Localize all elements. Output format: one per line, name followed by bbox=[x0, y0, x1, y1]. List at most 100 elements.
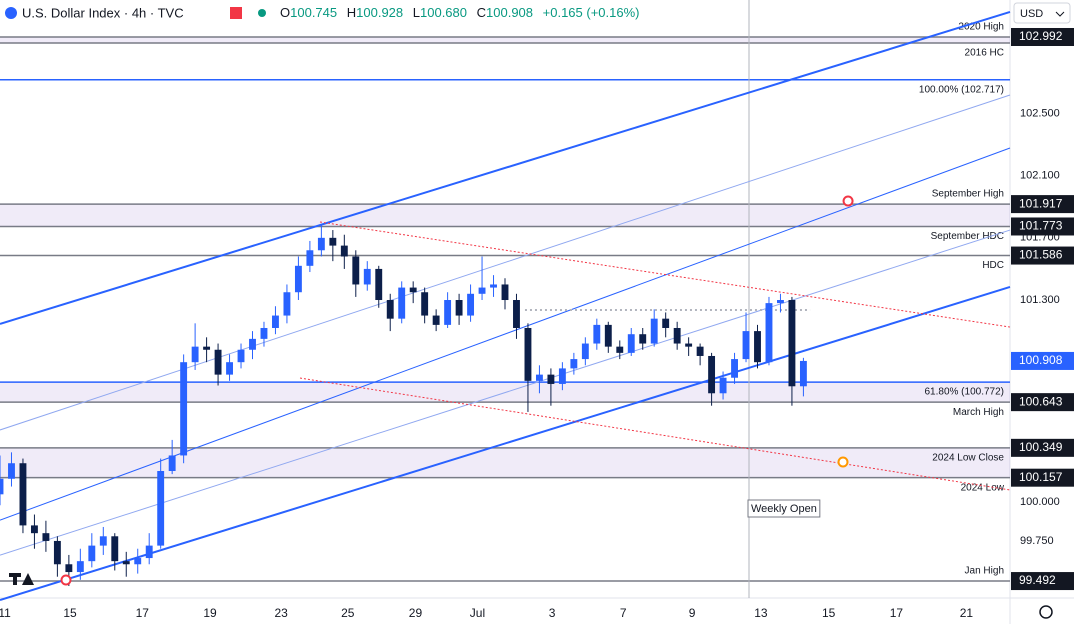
price-tag-label: 100.643 bbox=[1019, 394, 1063, 408]
x-tick-label: 17 bbox=[890, 606, 904, 620]
currency-label: USD bbox=[1020, 8, 1043, 20]
candle-body bbox=[467, 293, 475, 316]
x-tick-label: 15 bbox=[63, 606, 77, 620]
settings-icon[interactable] bbox=[1039, 605, 1053, 619]
candle-body bbox=[272, 315, 279, 328]
x-tick-label: 11 bbox=[0, 606, 11, 620]
candle-body bbox=[673, 327, 681, 344]
trend-line bbox=[0, 11, 1011, 325]
candle-body bbox=[19, 463, 27, 526]
zone bbox=[0, 204, 1010, 227]
candle-body bbox=[386, 300, 394, 319]
candle-body bbox=[88, 545, 96, 562]
candle-body bbox=[788, 300, 796, 387]
price-tag bbox=[1011, 27, 1074, 46]
candle-body bbox=[168, 455, 176, 472]
change-pct: (+0.16%) bbox=[586, 5, 639, 20]
candle-body bbox=[421, 292, 429, 316]
x-tick-label: 21 bbox=[960, 606, 974, 620]
price-tag bbox=[1011, 468, 1074, 487]
candle-body bbox=[398, 287, 406, 319]
candle-body bbox=[570, 359, 578, 369]
price-tag bbox=[1011, 195, 1074, 214]
price-tag-label: 100.349 bbox=[1019, 440, 1063, 454]
candle-body bbox=[535, 374, 543, 381]
candle-body bbox=[604, 324, 612, 347]
candle-body bbox=[455, 300, 463, 316]
candle-body bbox=[30, 525, 38, 534]
level-label: 2020 High bbox=[958, 22, 1004, 33]
zone bbox=[0, 36, 1010, 44]
x-tick-label: 9 bbox=[689, 606, 696, 620]
trend-line bbox=[0, 147, 1011, 521]
marker bbox=[60, 574, 72, 586]
ohlc-legend: O100.745 H100.928 L100.680 C100.908 +0.1… bbox=[280, 5, 640, 20]
candle-body bbox=[639, 334, 647, 344]
zone bbox=[0, 447, 1010, 478]
level-label: 2024 Low Close bbox=[932, 452, 1004, 463]
candle-body bbox=[719, 377, 727, 394]
level-label: 2016 HC bbox=[965, 48, 1004, 59]
candle-body bbox=[65, 564, 73, 573]
price-tag-label: 100.908 bbox=[1019, 353, 1063, 367]
low-value: 100.680 bbox=[420, 5, 467, 20]
tv-logo bbox=[9, 573, 34, 585]
price-tag bbox=[1011, 217, 1074, 236]
close-label: C bbox=[477, 5, 486, 20]
candle-body bbox=[317, 237, 325, 251]
candle-body bbox=[226, 362, 233, 375]
trend-line bbox=[0, 285, 1011, 601]
x-tick-label: 29 bbox=[409, 606, 423, 620]
candle-body bbox=[742, 331, 750, 360]
candle-body bbox=[558, 368, 566, 384]
candle-body bbox=[501, 284, 509, 301]
y-tick-label: 101.300 bbox=[1020, 294, 1060, 306]
symbol-icon bbox=[5, 7, 17, 19]
candle-body bbox=[627, 334, 635, 353]
candle-body bbox=[111, 536, 119, 562]
candle-body bbox=[708, 355, 716, 394]
price-tag-label: 101.917 bbox=[1019, 196, 1063, 210]
weekly-open-box bbox=[747, 499, 821, 518]
candle-body bbox=[650, 318, 658, 344]
candle-body bbox=[593, 324, 601, 344]
candle-body bbox=[157, 471, 165, 546]
candle-body bbox=[8, 463, 15, 479]
open-value: 100.745 bbox=[290, 5, 337, 20]
candle-body bbox=[99, 536, 107, 546]
candle-body bbox=[237, 349, 245, 363]
currency-button[interactable] bbox=[1013, 2, 1071, 24]
candle-body bbox=[754, 331, 761, 363]
y-tick-label: 102.100 bbox=[1020, 170, 1060, 182]
open-label: O bbox=[280, 5, 290, 20]
candle-body bbox=[547, 374, 555, 384]
candle-body bbox=[513, 300, 520, 328]
candle-body bbox=[799, 360, 807, 387]
candle-body bbox=[777, 300, 784, 304]
x-tick-label: Jul bbox=[470, 606, 485, 620]
weekly-open-label: Weekly Open bbox=[751, 503, 817, 515]
candle-body bbox=[685, 343, 693, 347]
x-tick-label: 19 bbox=[203, 606, 217, 620]
marker bbox=[842, 195, 854, 207]
candle-body bbox=[214, 349, 222, 375]
candle-body bbox=[134, 558, 142, 565]
price-tag bbox=[1011, 438, 1074, 457]
candle-body bbox=[478, 287, 486, 294]
level-label: September High bbox=[932, 189, 1004, 200]
candle-body bbox=[444, 300, 452, 325]
level-label: 61.80% (100.772) bbox=[924, 387, 1004, 398]
candle-body bbox=[524, 327, 532, 381]
candle-body bbox=[616, 346, 624, 353]
candle-body bbox=[409, 287, 417, 293]
high-label: H bbox=[347, 5, 356, 20]
low-label: L bbox=[413, 5, 420, 20]
candle-body bbox=[765, 303, 773, 363]
candle-body bbox=[662, 318, 670, 328]
trend-line bbox=[319, 221, 1011, 328]
close-value: 100.908 bbox=[486, 5, 533, 20]
flag-icon[interactable] bbox=[230, 7, 242, 19]
x-tick-label: 7 bbox=[620, 606, 627, 620]
candle-body bbox=[363, 268, 371, 285]
